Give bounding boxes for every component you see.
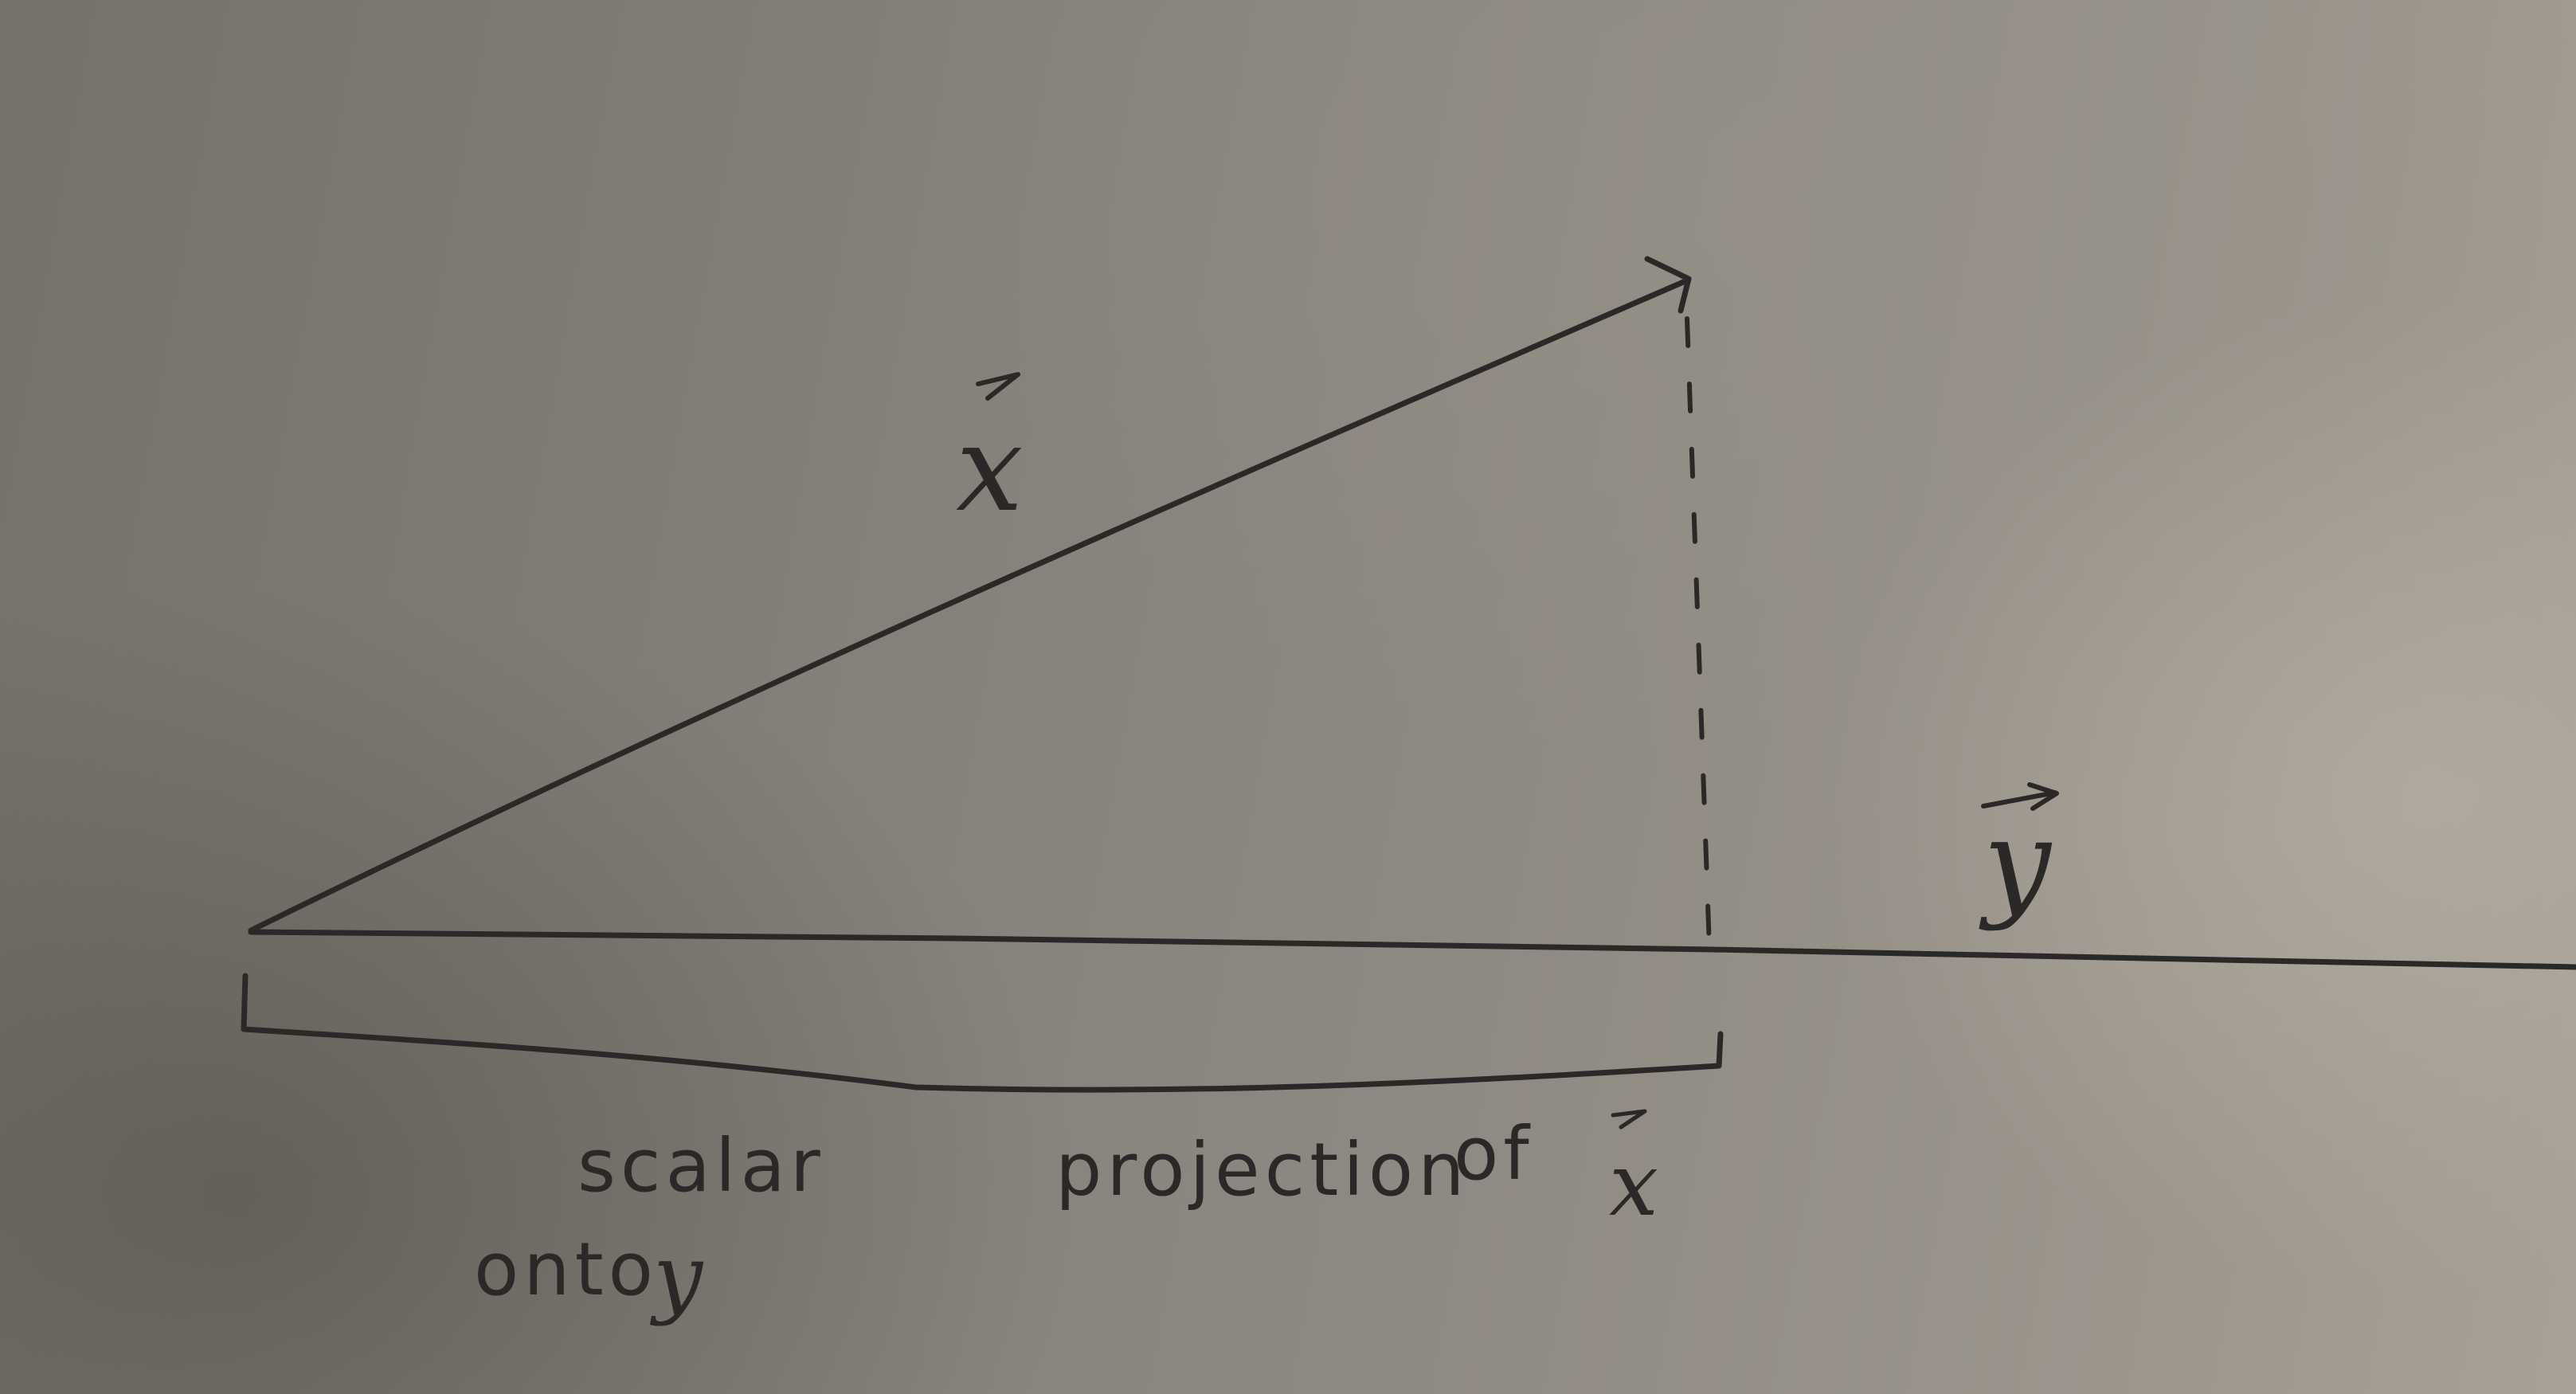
- perpendicular-dashed-line: [1685, 316, 1712, 950]
- vector-y-line: [248, 929, 2576, 970]
- caption-word-scalar: scalar: [577, 1123, 825, 1208]
- x-label-text: x: [956, 400, 1024, 538]
- vector-x-arrowhead: [1644, 256, 1692, 314]
- y-label-text: y: [1979, 794, 2053, 933]
- caption-word-projection: projection: [1055, 1127, 1469, 1212]
- caption-y-vector: y: [649, 1225, 704, 1327]
- y-label-arrow-icon: [1981, 782, 2059, 811]
- vector-x-line: [248, 277, 1690, 934]
- x-label-arrow-icon: [976, 372, 1020, 401]
- caption-x-arrow-icon: [1611, 1109, 1647, 1130]
- vector-y-label: y: [1979, 782, 2059, 933]
- caption-word-of: of: [1454, 1111, 1534, 1196]
- caption-word-onto: onto: [474, 1227, 658, 1312]
- caption-line-2: onto y: [474, 1225, 704, 1327]
- projection-brace: [241, 973, 1724, 1093]
- caption-line-1: scalar projection of x: [577, 1109, 1658, 1235]
- caption-x-vector: x: [1609, 1134, 1658, 1235]
- vector-x-label: x: [956, 372, 1024, 538]
